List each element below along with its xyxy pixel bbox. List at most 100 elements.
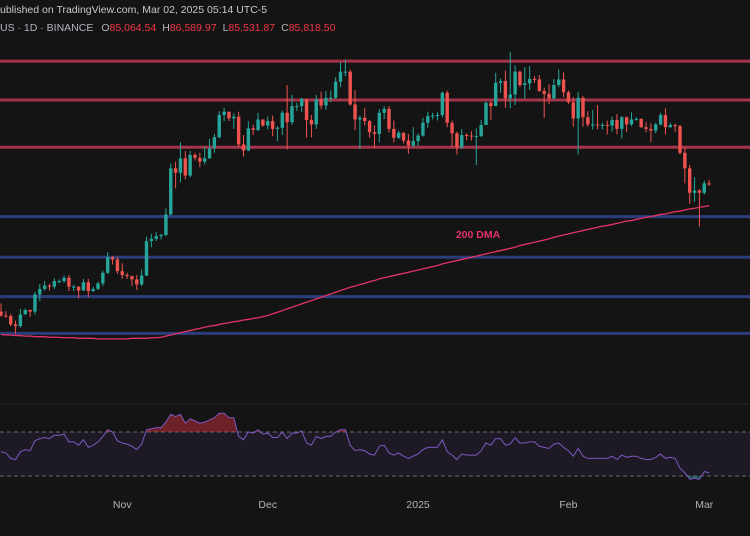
candle-body (106, 257, 110, 273)
candle-body (663, 115, 668, 128)
candle-body (217, 115, 221, 138)
overbought-fill (1, 413, 710, 432)
candle-body (363, 117, 367, 122)
candle-body (236, 116, 241, 145)
x-tick-label: Feb (559, 499, 577, 511)
candle-body (76, 286, 81, 291)
candle-body (678, 126, 682, 153)
candle-body (430, 115, 435, 117)
candle-body (178, 158, 183, 173)
candle-body (518, 71, 522, 85)
ohlc-value: 85,531.87 (228, 22, 275, 34)
candle-body (620, 117, 624, 129)
candle-body (406, 140, 411, 146)
candle-body (595, 124, 600, 126)
candle-body (72, 286, 76, 288)
candle-body (101, 272, 105, 284)
candle-body (707, 183, 711, 185)
published-note: ublished on TradingView.com, Mar 02, 202… (0, 4, 267, 16)
candle-body (494, 82, 498, 107)
candle-body (96, 283, 100, 289)
candle-body (159, 235, 163, 237)
candle-body (81, 282, 86, 291)
candle-body (397, 132, 401, 138)
candle-body (450, 122, 454, 134)
candle-body (658, 115, 663, 125)
candle-body (591, 124, 595, 126)
candle-body (421, 122, 425, 136)
candle-body (309, 120, 314, 125)
candle-body (469, 135, 474, 137)
candle-body (498, 81, 503, 83)
candle-body (411, 141, 415, 146)
candle-body (207, 148, 212, 159)
candle-body (198, 157, 202, 162)
candle-body (304, 98, 309, 120)
x-tick-label: Nov (113, 499, 132, 511)
candle-body (484, 102, 488, 125)
candle-body (576, 97, 580, 119)
x-tick-label: 2025 (406, 499, 430, 511)
candle-body (387, 108, 391, 129)
candle-body (300, 98, 304, 107)
candle-body (290, 106, 294, 123)
candle-body (532, 78, 537, 80)
candle-body (377, 112, 381, 134)
candle-body (329, 97, 333, 99)
candle-body (542, 91, 546, 94)
symbol: US · 1D · BINANCE (0, 22, 93, 34)
candle-body (688, 168, 692, 193)
candle-body (649, 128, 653, 131)
candle-body (537, 79, 542, 92)
candle-body (324, 97, 328, 106)
candle-body (246, 128, 251, 151)
candle-body (193, 155, 197, 158)
candle-body (464, 135, 469, 136)
moving-average-label: 200 DMA (456, 229, 501, 241)
candle-body (634, 118, 639, 120)
candle-body (586, 117, 590, 125)
candle-body (338, 71, 343, 82)
candle-body (183, 158, 187, 176)
candle-body (232, 116, 236, 119)
candle-body (460, 135, 464, 148)
candle-body (280, 112, 284, 128)
candle-body (683, 152, 687, 169)
candle-body (0, 311, 3, 316)
candle-body (222, 111, 226, 115)
ohlc-value: 85,818.50 (289, 22, 336, 34)
candle-body (367, 121, 372, 133)
candle-body (372, 132, 377, 134)
candle-body (615, 120, 619, 129)
candle-body (571, 102, 575, 119)
candle-body (489, 102, 493, 107)
candle-body (401, 132, 406, 141)
candle-body (120, 271, 124, 275)
candle-body (673, 125, 677, 127)
ohlc-key: L (223, 22, 229, 34)
candle-body (547, 93, 551, 99)
ohlc-key: H (162, 22, 170, 34)
candle-body (28, 310, 32, 312)
candle-body (479, 125, 483, 137)
candle-body (52, 281, 57, 287)
candle-body (561, 79, 566, 93)
candle-body (86, 282, 90, 292)
candle-body (251, 128, 255, 130)
ohlc-key: O (101, 22, 109, 34)
candle-body (697, 190, 702, 193)
candle-body (115, 259, 120, 272)
candle-body (149, 238, 154, 242)
candle-body (426, 116, 430, 123)
ohlc-value: 85,064.54 (110, 22, 157, 34)
candle-body (319, 99, 323, 106)
candle-body (503, 81, 508, 99)
candle-body (164, 214, 168, 235)
candle-body (581, 97, 585, 118)
candle-body (668, 125, 672, 128)
candle-body (67, 277, 71, 287)
moving-average-line (0, 204, 710, 340)
candle-body (270, 121, 275, 129)
candle-body (203, 158, 207, 162)
